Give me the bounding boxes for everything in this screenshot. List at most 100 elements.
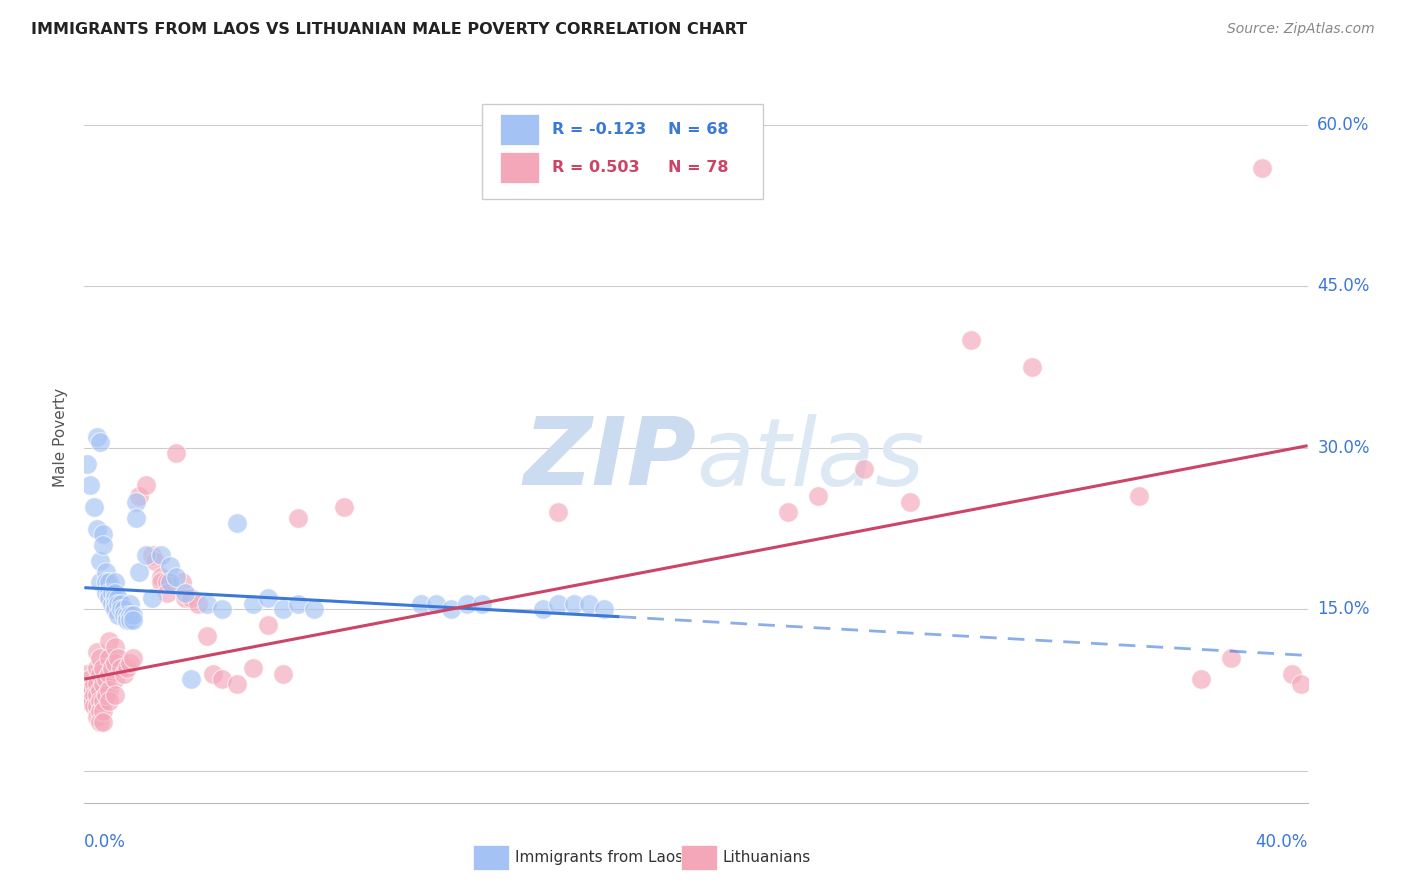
Text: 0.0%: 0.0% xyxy=(84,833,127,851)
Point xyxy=(120,607,142,622)
Point xyxy=(104,597,127,611)
Point xyxy=(89,693,111,707)
Point xyxy=(97,575,120,590)
Point xyxy=(120,656,142,670)
FancyBboxPatch shape xyxy=(501,114,540,145)
Point xyxy=(83,688,105,702)
Point xyxy=(898,494,921,508)
Point xyxy=(89,554,111,568)
Point xyxy=(97,693,120,707)
Point xyxy=(128,565,150,579)
Point xyxy=(172,575,194,590)
Point xyxy=(83,500,105,514)
Point xyxy=(226,516,249,530)
Point xyxy=(122,613,145,627)
FancyBboxPatch shape xyxy=(682,846,717,870)
Text: R = -0.123: R = -0.123 xyxy=(551,121,645,136)
Point xyxy=(159,559,181,574)
Point xyxy=(1021,360,1043,375)
Point xyxy=(125,494,148,508)
Point xyxy=(562,597,585,611)
Point xyxy=(91,677,114,691)
Point xyxy=(120,597,142,611)
Point xyxy=(89,666,111,681)
Point xyxy=(94,565,117,579)
Point xyxy=(76,693,98,707)
Point xyxy=(94,688,117,702)
Point xyxy=(141,549,163,563)
Point xyxy=(1281,666,1303,681)
Text: 30.0%: 30.0% xyxy=(1317,439,1369,457)
Point xyxy=(593,602,616,616)
Point xyxy=(1189,672,1212,686)
Point xyxy=(271,666,294,681)
Point xyxy=(107,597,129,611)
Point xyxy=(104,640,127,654)
Point xyxy=(79,682,101,697)
Point xyxy=(156,575,179,590)
Text: 40.0%: 40.0% xyxy=(1256,833,1308,851)
Point xyxy=(101,661,124,675)
Point xyxy=(110,602,132,616)
Point xyxy=(110,597,132,611)
Point xyxy=(86,430,108,444)
Point xyxy=(94,586,117,600)
Point xyxy=(257,591,280,606)
Point xyxy=(91,705,114,719)
Point xyxy=(135,478,157,492)
FancyBboxPatch shape xyxy=(474,846,509,870)
Point xyxy=(174,586,197,600)
Point xyxy=(115,661,138,675)
Point xyxy=(97,591,120,606)
Point xyxy=(91,527,114,541)
Point xyxy=(86,645,108,659)
Point xyxy=(94,672,117,686)
Point xyxy=(128,489,150,503)
Point xyxy=(115,613,138,627)
Point xyxy=(97,634,120,648)
Text: 15.0%: 15.0% xyxy=(1317,600,1369,618)
Point xyxy=(302,602,325,616)
Point xyxy=(165,570,187,584)
FancyBboxPatch shape xyxy=(482,104,763,200)
Point xyxy=(104,586,127,600)
Point xyxy=(76,682,98,697)
Point xyxy=(333,500,356,514)
Point xyxy=(101,597,124,611)
Point xyxy=(97,682,120,697)
Point xyxy=(1220,650,1243,665)
Point xyxy=(91,715,114,730)
Point xyxy=(165,446,187,460)
Point xyxy=(104,591,127,606)
Point xyxy=(89,705,111,719)
Point xyxy=(86,677,108,691)
Point xyxy=(110,661,132,675)
Point xyxy=(180,672,202,686)
Point xyxy=(409,597,432,611)
Point xyxy=(135,549,157,563)
Point xyxy=(89,682,111,697)
Point xyxy=(104,656,127,670)
FancyBboxPatch shape xyxy=(501,152,540,183)
Point xyxy=(104,575,127,590)
Point xyxy=(89,575,111,590)
Point xyxy=(242,661,264,675)
Point xyxy=(89,435,111,450)
Text: atlas: atlas xyxy=(696,414,924,505)
Point xyxy=(97,586,120,600)
Point xyxy=(1128,489,1150,503)
Point xyxy=(149,549,172,563)
Text: ZIP: ZIP xyxy=(523,413,696,505)
Text: Lithuanians: Lithuanians xyxy=(723,850,811,865)
Point xyxy=(104,602,127,616)
Point xyxy=(125,510,148,524)
Point xyxy=(91,693,114,707)
Point xyxy=(143,554,166,568)
Text: Immigrants from Laos: Immigrants from Laos xyxy=(515,850,683,865)
Point xyxy=(91,661,114,675)
Point xyxy=(83,698,105,713)
Point xyxy=(104,688,127,702)
Point xyxy=(471,597,494,611)
Point xyxy=(547,597,569,611)
Point xyxy=(456,597,478,611)
